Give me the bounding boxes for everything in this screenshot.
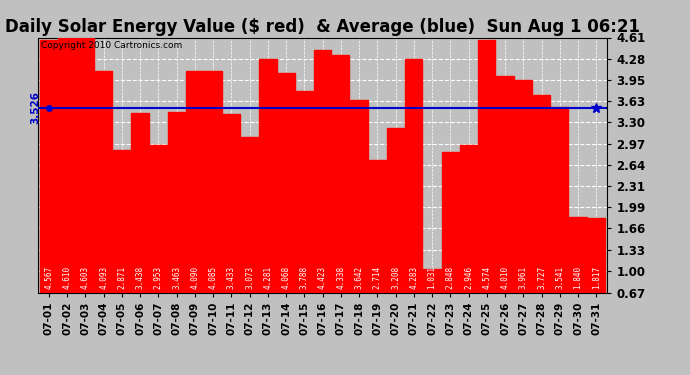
Text: 1.817: 1.817 — [592, 266, 601, 289]
Text: 4.603: 4.603 — [81, 266, 90, 289]
Text: Copyright 2010 Cartronics.com: Copyright 2010 Cartronics.com — [41, 41, 182, 50]
Text: 3.788: 3.788 — [300, 266, 309, 289]
Bar — [223, 114, 240, 336]
Bar — [460, 145, 477, 336]
Bar — [95, 71, 112, 336]
Text: 4.338: 4.338 — [336, 266, 345, 289]
Title: Daily Solar Energy Value ($ red)  & Average (blue)  Sun Aug 1 06:21: Daily Solar Energy Value ($ red) & Avera… — [5, 18, 640, 36]
Bar — [569, 217, 586, 336]
Bar — [405, 58, 422, 336]
Bar — [132, 113, 149, 336]
Text: 1.840: 1.840 — [573, 266, 582, 289]
Text: 3.438: 3.438 — [136, 266, 145, 289]
Bar — [150, 145, 167, 336]
Text: 4.610: 4.610 — [63, 266, 72, 289]
Bar — [368, 160, 386, 336]
Text: 3.208: 3.208 — [391, 266, 400, 289]
Text: 3.961: 3.961 — [519, 266, 528, 289]
Bar — [588, 218, 605, 336]
Bar — [424, 269, 441, 336]
Bar — [168, 112, 186, 336]
Bar — [496, 76, 513, 336]
Text: 4.010: 4.010 — [500, 266, 509, 289]
Bar — [515, 80, 532, 336]
Text: 4.567: 4.567 — [44, 266, 53, 289]
Text: 3.541: 3.541 — [555, 266, 564, 289]
Text: 4.281: 4.281 — [264, 266, 273, 289]
Text: 3.642: 3.642 — [355, 266, 364, 289]
Bar — [351, 100, 368, 336]
Bar — [113, 150, 130, 336]
Bar — [442, 152, 459, 336]
Bar — [478, 40, 495, 336]
Text: 4.085: 4.085 — [208, 266, 217, 289]
Bar — [314, 50, 331, 336]
Bar — [295, 91, 313, 336]
Text: 2.946: 2.946 — [464, 266, 473, 289]
Text: 2.714: 2.714 — [373, 266, 382, 289]
Bar — [387, 128, 404, 336]
Bar — [40, 40, 57, 336]
Text: 4.283: 4.283 — [409, 266, 418, 289]
Text: 4.093: 4.093 — [99, 266, 108, 289]
Text: 2.848: 2.848 — [446, 266, 455, 289]
Bar — [241, 137, 258, 336]
Bar — [186, 71, 204, 336]
Text: 1.031: 1.031 — [428, 266, 437, 289]
Text: 3.073: 3.073 — [245, 266, 254, 289]
Text: 3.463: 3.463 — [172, 266, 181, 289]
Bar — [332, 55, 350, 336]
Text: 4.574: 4.574 — [482, 266, 491, 289]
Bar — [277, 73, 295, 336]
Bar — [551, 106, 569, 336]
Text: 4.090: 4.090 — [190, 266, 199, 289]
Bar — [533, 94, 550, 336]
Text: 2.871: 2.871 — [117, 266, 126, 289]
Text: 2.953: 2.953 — [154, 266, 163, 289]
Text: 3.433: 3.433 — [227, 266, 236, 289]
Text: 4.068: 4.068 — [282, 266, 290, 289]
Text: 4.423: 4.423 — [318, 266, 327, 289]
Text: 3.727: 3.727 — [537, 266, 546, 289]
Bar — [259, 59, 277, 336]
Bar — [59, 38, 76, 336]
Bar — [77, 38, 94, 336]
Bar — [204, 72, 221, 336]
